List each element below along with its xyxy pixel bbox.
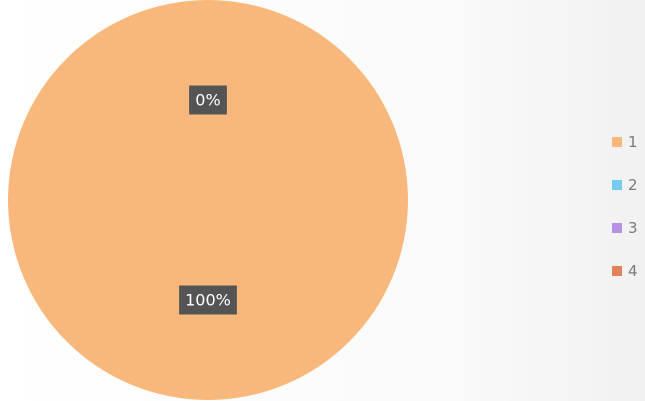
data-label: 100%: [179, 285, 237, 315]
data-label-text: 0%: [195, 91, 220, 110]
legend-swatch: [612, 223, 622, 233]
data-label-box: [179, 285, 237, 315]
data-label-box: [189, 85, 227, 115]
legend-swatch: [612, 266, 622, 276]
legend-swatch: [612, 137, 622, 147]
legend-label: 3: [628, 219, 638, 237]
legend-label: 1: [628, 133, 638, 151]
legend-label: 4: [628, 262, 638, 280]
legend-label: 2: [628, 176, 638, 194]
pie-slice: [8, 0, 408, 400]
data-label-text: 100%: [185, 291, 231, 310]
legend-swatch: [612, 180, 622, 190]
data-label: 0%: [189, 85, 227, 115]
